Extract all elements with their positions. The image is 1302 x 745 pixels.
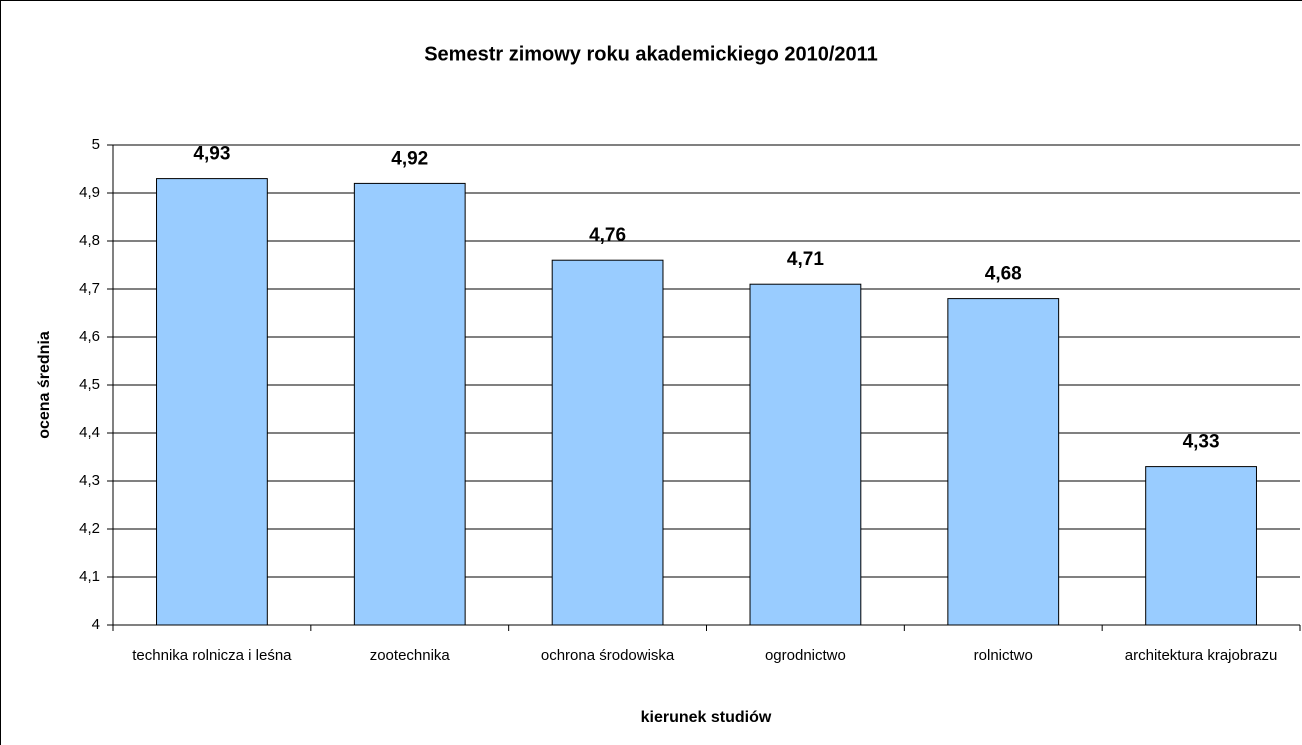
y-tick-label: 4,1	[79, 568, 100, 585]
chart-title: Semestr zimowy roku akademickiego 2010/2…	[424, 43, 878, 65]
y-tick-label: 4,3	[79, 472, 100, 489]
bar	[156, 178, 268, 626]
y-tick-label: 4,2	[79, 520, 100, 537]
value-label: 4,68	[985, 264, 1022, 285]
y-tick-label: 4,8	[79, 232, 100, 249]
bar	[353, 182, 466, 626]
x-tick-label: ochrona środowiska	[540, 647, 675, 664]
value-label: 4,93	[193, 144, 230, 165]
x-tick-label: zootechnika	[369, 647, 450, 664]
x-tick-label: rolnictwo	[973, 647, 1033, 664]
y-tick-label: 4,5	[79, 376, 100, 393]
bar	[749, 283, 862, 626]
y-axis-title: ocena średnia	[36, 331, 53, 439]
value-label: 4,76	[589, 225, 626, 246]
x-tick-label: ogrodnictwo	[764, 647, 846, 664]
value-label: 4,33	[1183, 432, 1220, 453]
y-tick-label: 5	[92, 136, 100, 153]
bar	[947, 298, 1060, 626]
x-axis-title: kierunek studiów	[641, 709, 772, 726]
y-tick-label: 4,6	[79, 328, 100, 345]
value-label: 4,92	[391, 148, 428, 169]
value-label: 4,71	[787, 249, 824, 270]
bar	[551, 259, 664, 626]
y-tick-label: 4	[92, 616, 100, 633]
bar	[1145, 466, 1257, 626]
y-tick-label: 4,9	[79, 184, 100, 201]
y-tick-label: 4,4	[79, 424, 100, 441]
x-tick-label: architektura krajobrazu	[1124, 647, 1278, 664]
x-tick-label: technika rolnicza i leśna	[132, 647, 292, 664]
y-tick-label: 4,7	[79, 280, 100, 297]
